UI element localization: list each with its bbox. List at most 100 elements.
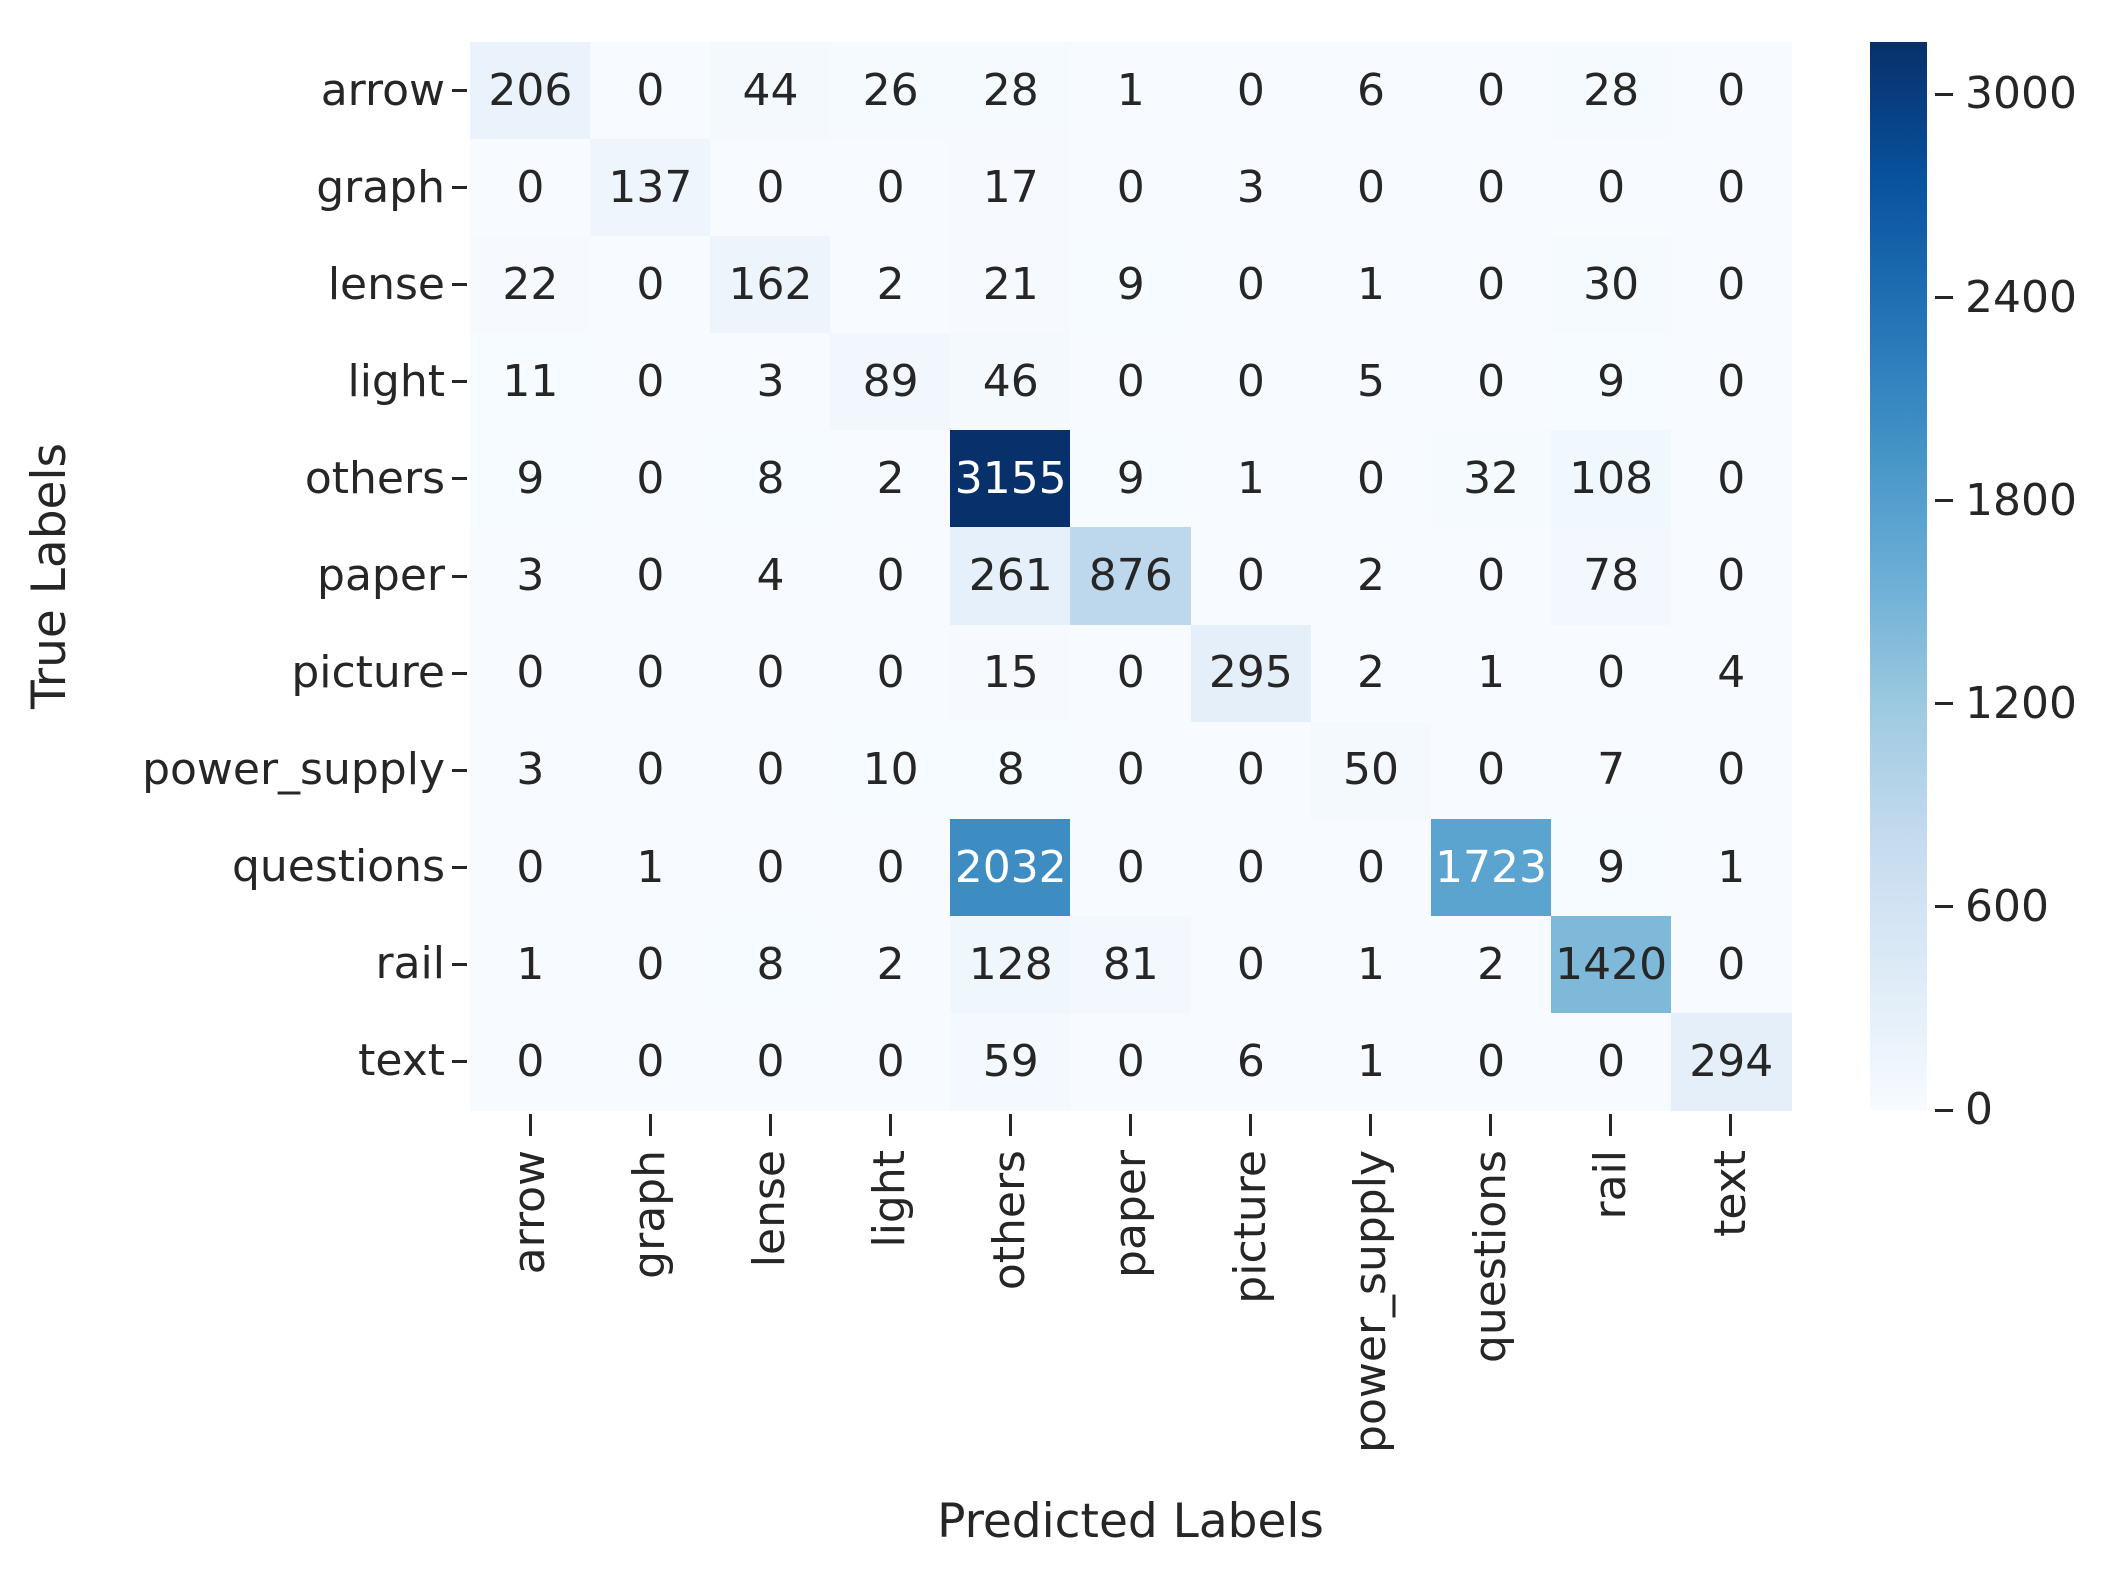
y-tick-label: picture bbox=[291, 647, 445, 699]
heatmap-cell: 78 bbox=[1550, 527, 1672, 626]
x-tick-mark bbox=[1249, 1114, 1253, 1136]
colorbar-tick-mark bbox=[1935, 499, 1953, 503]
heatmap-cell: 0 bbox=[1190, 236, 1312, 334]
heatmap-cell: 6 bbox=[1310, 42, 1432, 140]
colorbar-tick-label: 1800 bbox=[1965, 474, 2077, 526]
heatmap-cell: 0 bbox=[1070, 721, 1192, 820]
heatmap-cell: 15 bbox=[950, 624, 1072, 723]
heatmap-cell: 0 bbox=[830, 624, 951, 723]
y-tick-label: paper bbox=[317, 550, 445, 601]
y-tick-mark bbox=[452, 477, 467, 481]
heatmap-cell: 2 bbox=[830, 915, 951, 1014]
heatmap-cell: 0 bbox=[710, 139, 831, 237]
x-tick-mark bbox=[648, 1114, 652, 1136]
y-tick-label: power_supply bbox=[142, 744, 445, 796]
heatmap-cell: 28 bbox=[950, 42, 1072, 140]
y-tick-mark bbox=[452, 768, 467, 772]
heatmap-cell: 2 bbox=[1310, 624, 1432, 723]
x-tick-mark bbox=[1369, 1114, 1373, 1136]
heatmap-cell: 0 bbox=[1070, 333, 1192, 431]
x-tick-label: text bbox=[1704, 1150, 1756, 1237]
heatmap-cell: 0 bbox=[1550, 139, 1672, 237]
colorbar-tick-label: 0 bbox=[1965, 1084, 1993, 1135]
y-tick-label: light bbox=[347, 355, 445, 407]
heatmap-cell: 206 bbox=[470, 42, 591, 140]
x-tick-mark bbox=[1129, 1114, 1132, 1136]
x-tick-label: lense bbox=[744, 1150, 796, 1268]
heatmap-cell: 0 bbox=[1190, 333, 1312, 431]
y-tick-label: others bbox=[304, 452, 445, 504]
heatmap-cell: 0 bbox=[1430, 527, 1552, 626]
heatmap-cell: 1723 bbox=[1430, 818, 1552, 917]
heatmap-cell: 295 bbox=[1190, 624, 1312, 723]
heatmap-cell: 1 bbox=[590, 818, 711, 917]
heatmap-cell: 0 bbox=[1070, 1012, 1192, 1111]
heatmap-cell: 0 bbox=[470, 818, 591, 917]
colorbar-tick-mark bbox=[1935, 702, 1953, 706]
y-tick-mark bbox=[452, 283, 467, 287]
heatmap-cell: 8 bbox=[710, 430, 831, 529]
heatmap-cell: 1 bbox=[1310, 1012, 1432, 1111]
heatmap-cell: 2 bbox=[1430, 915, 1552, 1014]
colorbar-tick-mark bbox=[1935, 905, 1953, 909]
heatmap-cell: 0 bbox=[590, 42, 711, 140]
heatmap-cell: 81 bbox=[1070, 915, 1192, 1014]
y-tick-mark bbox=[452, 186, 467, 190]
x-tick-mark bbox=[528, 1114, 532, 1136]
heatmap-cell: 1 bbox=[1430, 624, 1552, 723]
heatmap-cell: 0 bbox=[1670, 721, 1792, 820]
x-tick-mark bbox=[1008, 1114, 1012, 1136]
heatmap-cell: 9 bbox=[470, 430, 591, 529]
heatmap-cell: 2032 bbox=[950, 818, 1072, 917]
y-tick-label: arrow bbox=[320, 64, 445, 116]
heatmap-cell: 0 bbox=[1670, 42, 1792, 140]
heatmap-cell: 32 bbox=[1430, 430, 1552, 529]
heatmap-cell: 0 bbox=[830, 527, 951, 626]
heatmap-cell: 22 bbox=[470, 236, 591, 334]
x-tick-label: graph bbox=[624, 1150, 676, 1279]
heatmap-cell: 0 bbox=[590, 1012, 711, 1111]
heatmap-cell: 2 bbox=[1310, 527, 1432, 626]
heatmap-cell: 89 bbox=[830, 333, 951, 431]
heatmap-cell: 0 bbox=[1430, 42, 1552, 140]
y-tick-mark bbox=[452, 962, 467, 966]
heatmap-cell: 46 bbox=[950, 333, 1072, 431]
x-tick-label: light bbox=[864, 1150, 916, 1248]
heatmap-cell: 30 bbox=[1550, 236, 1672, 334]
heatmap-cell: 0 bbox=[830, 139, 951, 237]
heatmap-cell: 0 bbox=[1070, 624, 1192, 723]
heatmap-cell: 6 bbox=[1190, 1012, 1312, 1111]
heatmap-cell: 0 bbox=[1430, 236, 1552, 334]
heatmap-cell: 0 bbox=[1550, 1012, 1672, 1111]
heatmap-cell: 0 bbox=[1670, 430, 1792, 529]
heatmap-cell: 0 bbox=[1190, 721, 1312, 820]
heatmap-cell: 3 bbox=[470, 721, 591, 820]
x-tick-mark bbox=[1609, 1114, 1613, 1136]
colorbar bbox=[1870, 42, 1927, 1110]
x-axis-title: Predicted Labels bbox=[937, 1494, 1324, 1549]
heatmap-cell: 0 bbox=[1310, 139, 1432, 237]
heatmap-cell: 0 bbox=[710, 818, 831, 917]
heatmap-cell: 1 bbox=[1310, 236, 1432, 334]
heatmap-cell: 0 bbox=[1430, 1012, 1552, 1111]
y-tick-label: graph bbox=[316, 161, 445, 213]
heatmap-cell: 128 bbox=[950, 915, 1072, 1014]
heatmap-cell: 21 bbox=[950, 236, 1072, 334]
heatmap-grid: 206 0 44 26 28 1 0 6 0 28 0 0 137 0 0 17 0 3 0 0 0 0 22 0 162 2 21… bbox=[470, 42, 1792, 1111]
heatmap-cell: 1 bbox=[1310, 915, 1432, 1014]
heatmap-cell: 8 bbox=[950, 721, 1072, 820]
y-tick-mark bbox=[452, 574, 467, 578]
x-tick-label: power_supply bbox=[1344, 1150, 1396, 1453]
heatmap-cell: 1 bbox=[1670, 818, 1792, 917]
heatmap-cell: 0 bbox=[590, 721, 711, 820]
heatmap-cell: 44 bbox=[710, 42, 831, 140]
heatmap-cell: 5 bbox=[1310, 333, 1432, 431]
heatmap-cell: 137 bbox=[590, 139, 711, 237]
heatmap-cell: 0 bbox=[710, 624, 831, 723]
heatmap-cell: 0 bbox=[1190, 42, 1312, 140]
heatmap-cell: 0 bbox=[710, 721, 831, 820]
x-tick-mark bbox=[1489, 1114, 1493, 1136]
heatmap-cell: 0 bbox=[1670, 915, 1792, 1014]
heatmap-cell: 26 bbox=[830, 42, 951, 140]
